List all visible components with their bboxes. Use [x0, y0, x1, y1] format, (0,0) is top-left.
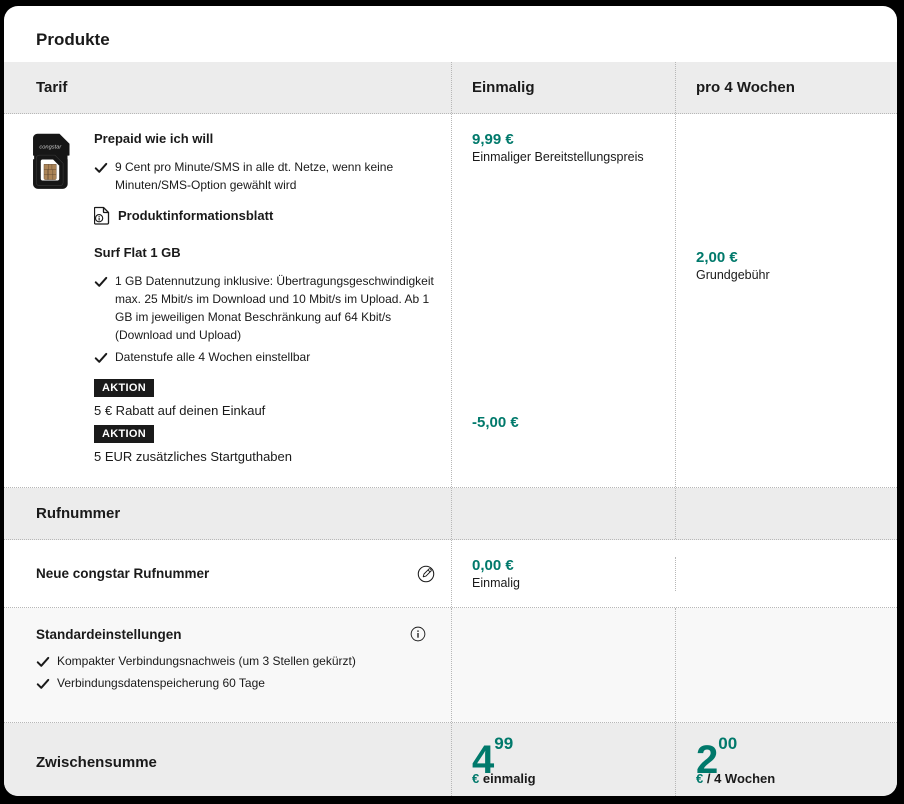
svg-text:congstar: congstar [39, 144, 62, 150]
